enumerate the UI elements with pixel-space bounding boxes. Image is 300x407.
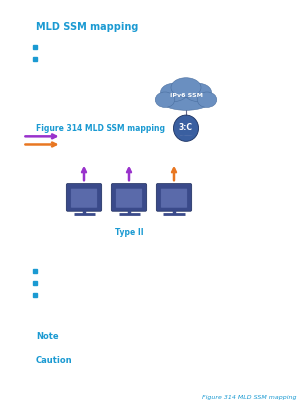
FancyBboxPatch shape: [71, 188, 97, 208]
Ellipse shape: [184, 83, 212, 102]
FancyBboxPatch shape: [161, 188, 187, 208]
Text: MLD SSM mapping: MLD SSM mapping: [36, 22, 138, 33]
Text: Figure 314 MLD SSM mapping: Figure 314 MLD SSM mapping: [202, 395, 297, 400]
Ellipse shape: [171, 78, 201, 97]
Ellipse shape: [155, 92, 175, 107]
FancyBboxPatch shape: [116, 188, 142, 208]
Ellipse shape: [160, 89, 212, 110]
Text: Note: Note: [36, 332, 58, 341]
FancyBboxPatch shape: [156, 184, 192, 211]
Text: IPv6 SSM: IPv6 SSM: [169, 93, 202, 98]
Text: Figure 314 MLD SSM mapping: Figure 314 MLD SSM mapping: [36, 124, 165, 133]
Text: 3:C: 3:C: [179, 123, 193, 132]
Text: Caution: Caution: [36, 356, 73, 365]
Ellipse shape: [160, 83, 188, 102]
Text: Type II: Type II: [115, 228, 143, 237]
Ellipse shape: [197, 92, 217, 107]
FancyBboxPatch shape: [111, 184, 147, 211]
FancyBboxPatch shape: [66, 184, 102, 211]
Text: ............: ............: [179, 133, 193, 137]
Ellipse shape: [173, 115, 199, 141]
